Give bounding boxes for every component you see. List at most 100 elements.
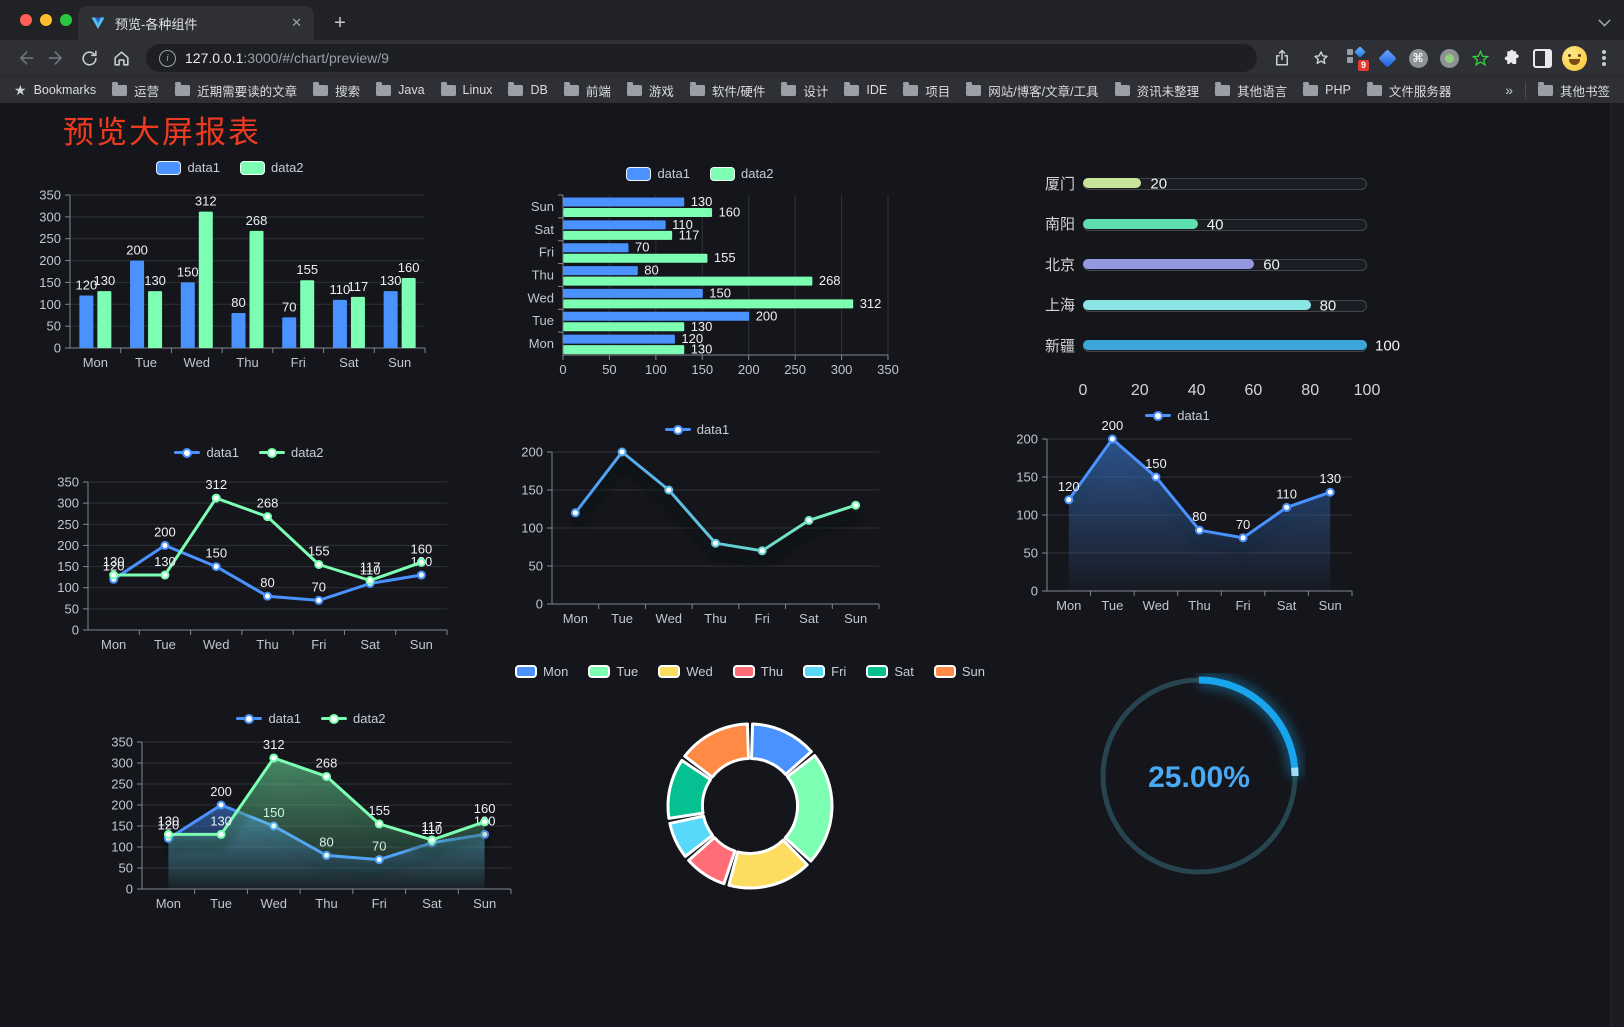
menu-kebab-icon[interactable] xyxy=(1602,56,1606,60)
home-button[interactable] xyxy=(106,43,136,73)
progress-row: 上海 80 xyxy=(1035,297,1405,314)
svg-text:Mon: Mon xyxy=(529,336,554,351)
browser-tab[interactable]: 预览-各种组件 ✕ xyxy=(78,6,314,40)
bookmarks-manager[interactable]: ★ Bookmarks xyxy=(14,82,96,99)
legend-item[interactable]: data2 xyxy=(710,166,774,181)
legend-item[interactable]: data1 xyxy=(1145,408,1210,423)
legend-item[interactable]: data2 xyxy=(259,445,324,460)
tab-strip: 预览-各种组件 ✕ + xyxy=(0,0,1624,40)
legend-swatch-icon xyxy=(236,713,263,724)
bookmark-folder[interactable]: 网站/博客/文章/工具 xyxy=(966,81,1099,100)
legend-item[interactable]: Mon xyxy=(515,664,568,679)
reload-button[interactable] xyxy=(74,43,104,73)
bookmarks-overflow-button[interactable]: » xyxy=(1505,82,1513,98)
legend-item[interactable]: data1 xyxy=(156,160,220,175)
legend-swatch-icon xyxy=(240,160,265,175)
svg-text:Tue: Tue xyxy=(1101,598,1123,613)
bookmark-label: 游戏 xyxy=(648,84,674,99)
svg-text:130: 130 xyxy=(103,554,125,569)
bookmark-folder[interactable]: 设计 xyxy=(781,81,828,100)
axis-tick-label: 60 xyxy=(1244,381,1263,399)
bookmark-folder[interactable]: 搜索 xyxy=(313,81,360,100)
progress-label: 南阳 xyxy=(1044,216,1075,233)
profile-avatar[interactable] xyxy=(1562,45,1587,71)
legend-item[interactable]: data2 xyxy=(240,160,304,175)
legend-label: data1 xyxy=(1177,408,1210,423)
bookmark-folder[interactable]: 前端 xyxy=(563,81,611,100)
svg-text:Sat: Sat xyxy=(1277,598,1297,613)
legend-label: Thu xyxy=(760,664,784,679)
new-tab-button[interactable]: + xyxy=(334,11,346,34)
svg-text:0: 0 xyxy=(536,597,543,612)
chart-gauge: 25.00% xyxy=(1096,673,1306,885)
axis-tick-label: 0 xyxy=(1078,381,1088,399)
bookmark-folder[interactable]: DB xyxy=(508,81,548,97)
bookmark-star-icon[interactable] xyxy=(1306,43,1336,73)
legend-item[interactable]: data1 xyxy=(664,422,729,437)
bookmark-folder[interactable]: 其他语言 xyxy=(1215,81,1287,100)
extension-star-icon[interactable] xyxy=(1469,47,1491,69)
bookmark-label: 其他语言 xyxy=(1237,84,1288,99)
minimize-window-button[interactable] xyxy=(40,14,52,26)
extension-command-icon[interactable]: ⌘ xyxy=(1407,47,1429,69)
forward-button[interactable] xyxy=(42,43,72,73)
bookmark-folder[interactable]: Linux xyxy=(440,81,493,97)
legend-item[interactable]: Fri xyxy=(803,664,846,679)
svg-text:300: 300 xyxy=(39,209,61,224)
progress-row: 厦门 20 xyxy=(1035,176,1405,193)
bookmark-folder[interactable]: Java xyxy=(376,81,425,97)
legend-item[interactable]: data2 xyxy=(321,711,386,726)
legend-item[interactable]: Sat xyxy=(866,664,914,679)
share-icon[interactable] xyxy=(1267,43,1297,73)
bookmark-folder[interactable]: 运营 xyxy=(112,81,159,100)
scrollbar-track[interactable] xyxy=(1610,103,1624,1027)
extension-grid-icon[interactable]: 9 xyxy=(1345,46,1369,71)
browser-toolbar: i 127.0.0.1:3000/#/chart/preview/9 9 ⌘ xyxy=(0,40,1624,76)
legend-label: data1 xyxy=(268,711,301,726)
bookmark-label: Linux xyxy=(462,83,493,97)
svg-text:312: 312 xyxy=(205,477,227,492)
bookmark-folder[interactable]: 项目 xyxy=(903,81,950,100)
svg-text:130: 130 xyxy=(691,342,713,357)
svg-text:130: 130 xyxy=(691,194,713,209)
bookmark-folder[interactable]: 软件/硬件 xyxy=(689,81,765,100)
legend-label: Wed xyxy=(686,664,713,679)
legend-item[interactable]: Thu xyxy=(732,664,784,679)
sidebar-toggle-icon[interactable] xyxy=(1531,47,1553,69)
svg-text:Wed: Wed xyxy=(528,290,555,305)
address-bar[interactable]: i 127.0.0.1:3000/#/chart/preview/9 xyxy=(146,44,1257,72)
tab-search-chevron-icon[interactable] xyxy=(1598,14,1611,27)
bookmark-label: 文件服务器 xyxy=(1388,84,1452,99)
bookmark-folder[interactable]: 文件服务器 xyxy=(1366,81,1452,100)
chart-legend: data1 data2 xyxy=(500,166,900,181)
extensions-puzzle-icon[interactable] xyxy=(1500,47,1522,69)
legend-item[interactable]: data1 xyxy=(626,166,690,181)
svg-text:Fri: Fri xyxy=(755,611,770,626)
legend-item[interactable]: Sun xyxy=(933,664,985,679)
site-favicon-icon xyxy=(90,15,106,31)
legend-item[interactable]: Tue xyxy=(588,664,638,679)
svg-text:130: 130 xyxy=(691,319,713,334)
extension-record-icon[interactable] xyxy=(1438,47,1460,69)
bookmark-folder[interactable]: 资讯未整理 xyxy=(1114,81,1199,100)
legend-item[interactable]: Wed xyxy=(658,664,713,679)
svg-text:Tue: Tue xyxy=(154,637,176,652)
tab-close-icon[interactable]: ✕ xyxy=(291,15,302,30)
bookmark-folder[interactable]: PHP xyxy=(1303,81,1351,97)
back-button[interactable] xyxy=(10,43,40,73)
bookmark-folder[interactable]: 近期需要读的文章 xyxy=(175,81,297,100)
fullscreen-window-button[interactable] xyxy=(60,14,72,26)
bookmark-folder[interactable]: IDE xyxy=(844,81,887,97)
folder-icon xyxy=(1215,81,1231,96)
bookmark-folder[interactable]: 游戏 xyxy=(626,81,674,100)
close-window-button[interactable] xyxy=(20,14,32,26)
extension-gem-icon[interactable] xyxy=(1376,47,1398,69)
legend-item[interactable]: data1 xyxy=(174,445,239,460)
legend-item[interactable]: data1 xyxy=(236,711,301,726)
other-bookmarks-folder[interactable]: 其他书签 xyxy=(1537,81,1610,100)
svg-text:300: 300 xyxy=(831,362,853,377)
bookmark-label: 设计 xyxy=(803,84,829,99)
svg-text:250: 250 xyxy=(784,362,806,377)
svg-text:Sat: Sat xyxy=(534,222,554,237)
site-info-icon[interactable]: i xyxy=(159,49,176,67)
